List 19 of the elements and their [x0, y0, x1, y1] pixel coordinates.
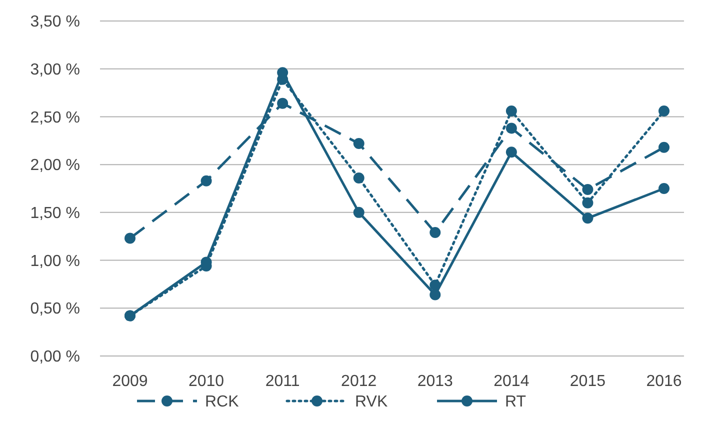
y-tick-label: 2,50 %: [30, 109, 80, 126]
y-tick-label: 3,00 %: [30, 61, 80, 78]
legend-label: RT: [505, 394, 526, 411]
x-tick-label: 2013: [417, 373, 454, 390]
x-tick-label: 2009: [112, 373, 148, 390]
legend-label: RVK: [355, 394, 388, 411]
x-tick-label: 2011: [265, 373, 300, 390]
x-tick-label: 2016: [646, 373, 682, 390]
legend-label: RCK: [205, 394, 240, 411]
y-tick-label: 1,50 %: [30, 205, 80, 222]
x-tick-label: 2010: [188, 373, 224, 390]
y-tick-label: 2,00 %: [30, 157, 80, 174]
y-tick-label: 3,50 %: [30, 14, 80, 31]
x-tick-label: 2014: [494, 373, 530, 390]
x-tick-label: 2015: [570, 373, 606, 390]
y-tick-label: 0,00 %: [30, 348, 80, 366]
y-tick-label: 0,50 %: [30, 300, 80, 318]
x-tick-label: 2012: [341, 373, 377, 390]
y-tick-label: 1,00 %: [30, 252, 80, 270]
